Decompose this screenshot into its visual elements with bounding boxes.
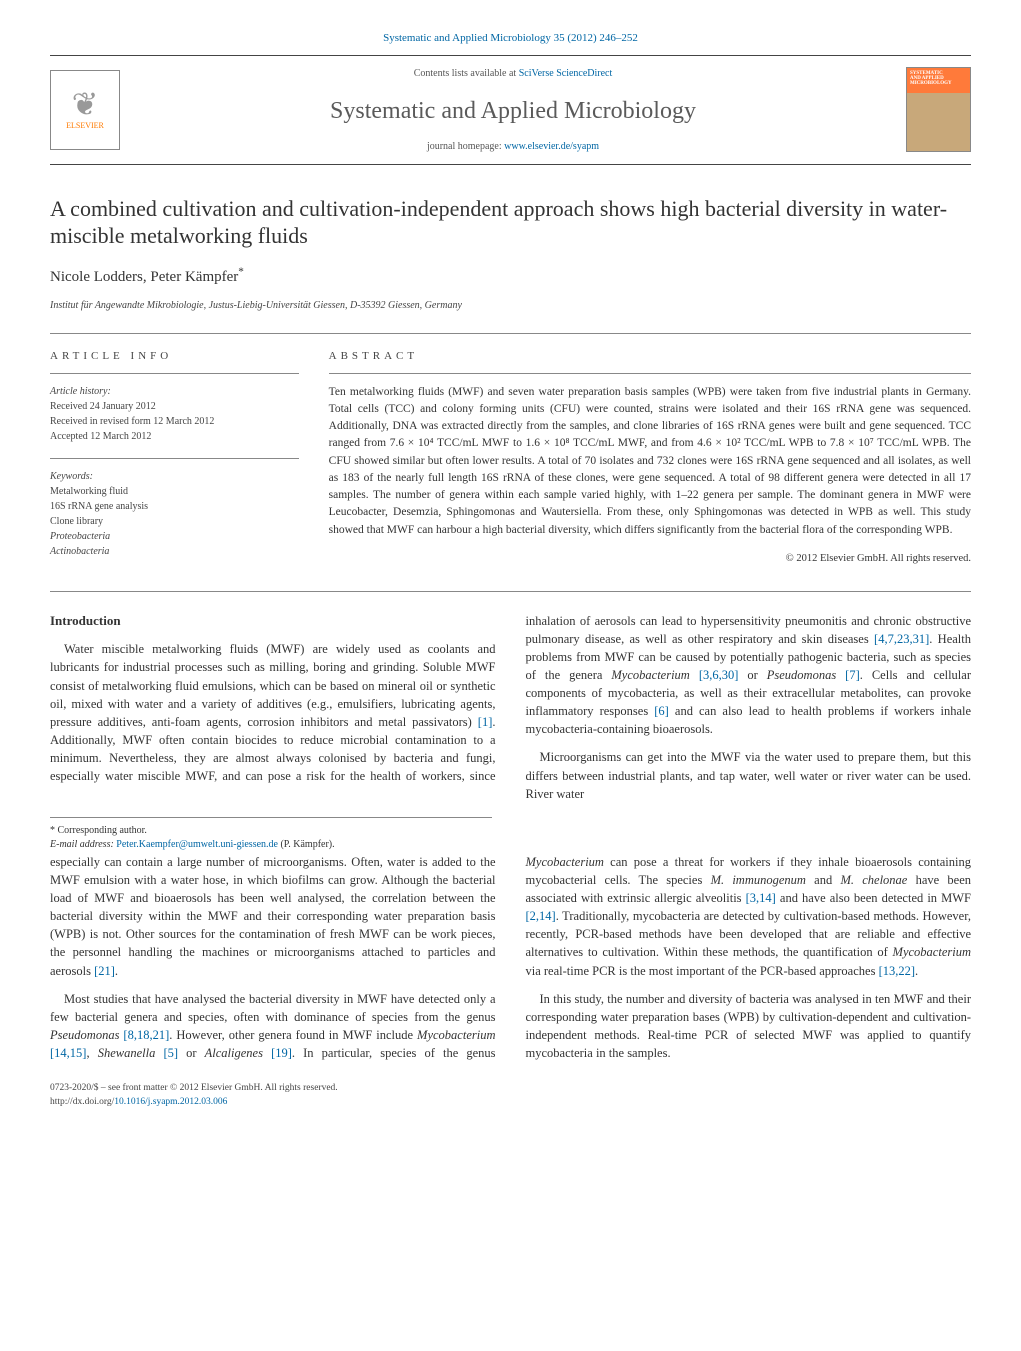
paper-title: A combined cultivation and cultivation-i… [50, 195, 971, 250]
history-label: Article history: [50, 384, 299, 399]
email-line: E-mail address: Peter.Kaempfer@umwelt.un… [50, 838, 492, 853]
info-abstract-row: article info Article history: Received 2… [50, 348, 971, 573]
species: M. immunogenum [711, 873, 806, 887]
ref-link[interactable]: [21] [94, 964, 115, 978]
contents-pre: Contents lists available at [414, 68, 519, 79]
ref-link[interactable]: [6] [654, 704, 669, 718]
t: via real-time PCR is the most important … [526, 964, 879, 978]
ref-link[interactable]: [3,6,30] [699, 668, 739, 682]
keywords-label: Keywords: [50, 469, 299, 484]
email-post: (P. Kämpfer). [278, 839, 335, 850]
species: Shewanella [98, 1046, 156, 1060]
intro-heading: Introduction [50, 612, 496, 631]
kw4: Proteobacteria [50, 529, 299, 544]
ref-link[interactable]: [19] [271, 1046, 292, 1060]
intro-p5: In this study, the number and diversity … [526, 990, 972, 1063]
homepage-link[interactable]: www.elsevier.de/syapm [504, 141, 599, 152]
body-columns: Introduction Water miscible metalworking… [50, 612, 971, 1068]
t: Most studies that have analysed the bact… [50, 992, 496, 1024]
divider [50, 458, 299, 459]
ref-link[interactable]: [3,14] [746, 891, 776, 905]
divider [50, 333, 971, 334]
corr-author-note: * Corresponding author. [50, 824, 492, 839]
species: Alcaligenes [205, 1046, 263, 1060]
species: Mycobacterium [893, 945, 971, 959]
bottom-matter: 0723-2020/$ – see front matter © 2012 El… [50, 1081, 971, 1110]
ref-link[interactable]: [8,18,21] [123, 1028, 169, 1042]
ref-link[interactable]: [4,7,23,31] [874, 632, 929, 646]
homepage-pre: journal homepage: [427, 141, 504, 152]
history-l2: Received in revised form 12 March 2012 [50, 414, 299, 429]
issn-line: 0723-2020/$ – see front matter © 2012 El… [50, 1081, 971, 1095]
email-link[interactable]: Peter.Kaempfer@umwelt.uni-giessen.de [116, 839, 278, 850]
intro-p3: especially can contain a large number of… [50, 853, 496, 980]
species: M. chelonae [840, 873, 907, 887]
cover-l3: MICROBIOLOGY [910, 81, 967, 86]
t: and have also been detected in MWF [776, 891, 971, 905]
journal-name: Systematic and Applied Microbiology [138, 93, 888, 129]
ref-link[interactable]: [14,15] [50, 1046, 86, 1060]
ref-link[interactable]: [2,14] [526, 909, 556, 923]
t: . [915, 964, 918, 978]
email-label: E-mail address: [50, 839, 116, 850]
journal-header: ❦ ELSEVIER Contents lists available at S… [50, 55, 971, 165]
species: Mycobacterium [611, 668, 689, 682]
article-info: article info Article history: Received 2… [50, 348, 299, 573]
doi-pre: http://dx.doi.org/ [50, 1097, 114, 1107]
t: Water miscible metalworking fluids (MWF)… [50, 642, 496, 729]
species: Mycobacterium [526, 855, 604, 869]
ref-link[interactable]: [1] [478, 715, 493, 729]
elsevier-logo: ❦ ELSEVIER [50, 70, 120, 150]
elsevier-label: ELSEVIER [66, 120, 104, 132]
abstract-copyright: © 2012 Elsevier GmbH. All rights reserve… [329, 551, 971, 567]
abstract: abstract Ten metalworking fluids (MWF) a… [329, 348, 971, 573]
elsevier-tree-icon: ❦ [72, 88, 99, 120]
sciencedirect-link[interactable]: SciVerse ScienceDirect [519, 68, 613, 79]
kw5: Actinobacteria [50, 544, 299, 559]
t: . In particular, species of the genus [292, 1046, 496, 1060]
journal-cover-icon: SYSTEMATIC AND APPLIED MICROBIOLOGY [906, 67, 971, 152]
divider [50, 591, 971, 592]
doi-line: http://dx.doi.org/10.1016/j.syapm.2012.0… [50, 1095, 971, 1109]
kw2: 16S rRNA gene analysis [50, 499, 299, 514]
species: Pseudomonas [767, 668, 836, 682]
t: . However, other genera found in MWF inc… [169, 1028, 417, 1042]
history-l3: Accepted 12 March 2012 [50, 429, 299, 444]
abstract-text: Ten metalworking fluids (MWF) and seven … [329, 384, 971, 539]
authors: Nicole Lodders, Peter Kämpfer* [50, 264, 971, 289]
ref-link[interactable]: [13,22] [879, 964, 915, 978]
t: or [178, 1046, 205, 1060]
intro-p2: Microorganisms can get into the MWF via … [526, 748, 972, 802]
citation-line: Systematic and Applied Microbiology 35 (… [50, 30, 971, 47]
article-info-heading: article info [50, 348, 299, 365]
t: , [86, 1046, 97, 1060]
contents-line: Contents lists available at SciVerse Sci… [138, 66, 888, 81]
kw1: Metalworking fluid [50, 484, 299, 499]
divider [329, 373, 971, 374]
history-l1: Received 24 January 2012 [50, 399, 299, 414]
footnotes: * Corresponding author. E-mail address: … [50, 817, 492, 853]
divider [50, 373, 299, 374]
doi-link[interactable]: 10.1016/j.syapm.2012.03.006 [114, 1097, 227, 1107]
keywords-block: Keywords: Metalworking fluid 16S rRNA ge… [50, 469, 299, 559]
history-block: Article history: Received 24 January 201… [50, 384, 299, 444]
t: . [115, 964, 118, 978]
species: Mycobacterium [417, 1028, 495, 1042]
species: Pseudomonas [50, 1028, 119, 1042]
t: and [806, 873, 841, 887]
abstract-heading: abstract [329, 348, 971, 365]
corr-mark: * [238, 266, 244, 278]
author-names: Nicole Lodders, Peter Kämpfer [50, 269, 238, 285]
t: or [738, 668, 766, 682]
ref-link[interactable]: [7] [845, 668, 860, 682]
homepage-line: journal homepage: www.elsevier.de/syapm [138, 139, 888, 154]
t: especially can contain a large number of… [50, 855, 496, 978]
affiliation: Institut für Angewandte Mikrobiologie, J… [50, 298, 971, 313]
ref-link[interactable]: [5] [163, 1046, 178, 1060]
kw3: Clone library [50, 514, 299, 529]
header-mid: Contents lists available at SciVerse Sci… [138, 66, 888, 154]
